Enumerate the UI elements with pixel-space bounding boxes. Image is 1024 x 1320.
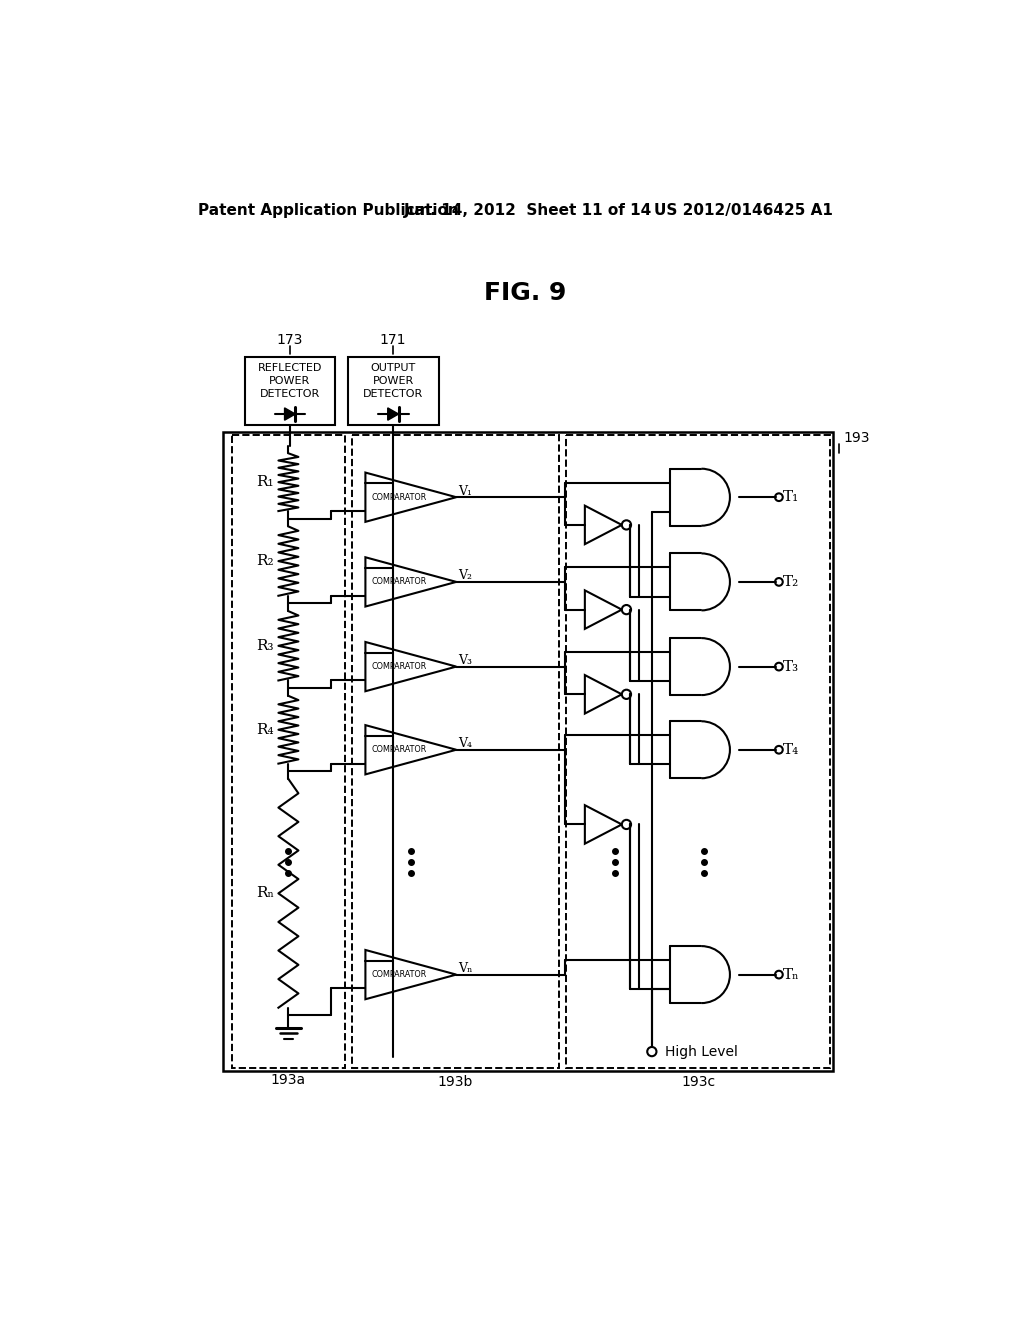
Text: OUTPUT: OUTPUT: [371, 363, 416, 372]
Bar: [245, 358, 336, 425]
Polygon shape: [585, 590, 622, 628]
Text: Jun. 14, 2012  Sheet 11 of 14: Jun. 14, 2012 Sheet 11 of 14: [403, 203, 652, 218]
Text: 171: 171: [380, 333, 407, 347]
Bar: [348, 358, 438, 425]
Text: V₃: V₃: [459, 653, 472, 667]
Text: Vₙ: Vₙ: [459, 962, 473, 975]
Text: V₂: V₂: [459, 569, 472, 582]
Bar: [566, 434, 829, 1068]
Polygon shape: [366, 950, 457, 999]
Text: Patent Application Publication: Patent Application Publication: [199, 203, 459, 218]
Text: R₃: R₃: [257, 639, 274, 653]
Text: COMPARATOR: COMPARATOR: [372, 577, 427, 586]
Text: REFLECTED: REFLECTED: [258, 363, 323, 372]
Text: POWER: POWER: [373, 376, 414, 385]
Text: POWER: POWER: [269, 376, 310, 385]
Text: 193a: 193a: [270, 1073, 306, 1088]
Text: 193c: 193c: [681, 1076, 715, 1089]
Text: US 2012/0146425 A1: US 2012/0146425 A1: [654, 203, 834, 218]
Text: COMPARATOR: COMPARATOR: [372, 746, 427, 754]
Bar: [232, 434, 345, 1068]
Text: V₄: V₄: [459, 737, 472, 750]
Text: DETECTOR: DETECTOR: [362, 389, 423, 399]
Text: High Level: High Level: [666, 1044, 738, 1059]
Bar: [352, 434, 559, 1068]
Text: R₄: R₄: [256, 723, 274, 737]
Text: Tₙ: Tₙ: [783, 968, 800, 982]
Text: 193b: 193b: [438, 1076, 473, 1089]
Polygon shape: [366, 473, 457, 521]
Polygon shape: [366, 642, 457, 692]
Text: Rₙ: Rₙ: [256, 886, 274, 900]
Polygon shape: [388, 408, 398, 420]
Text: COMPARATOR: COMPARATOR: [372, 492, 427, 502]
Text: 173: 173: [276, 333, 303, 347]
Text: T₁: T₁: [783, 490, 800, 504]
Polygon shape: [585, 506, 622, 544]
Polygon shape: [285, 408, 295, 420]
Text: COMPARATOR: COMPARATOR: [372, 970, 427, 979]
Text: T₃: T₃: [783, 660, 800, 673]
Text: DETECTOR: DETECTOR: [260, 389, 321, 399]
Bar: [223, 432, 833, 1071]
Text: T₂: T₂: [783, 576, 800, 589]
Text: R₂: R₂: [256, 554, 274, 568]
Text: 193: 193: [844, 430, 870, 445]
Text: V₁: V₁: [459, 484, 472, 498]
Text: T₄: T₄: [783, 743, 800, 756]
Polygon shape: [366, 725, 457, 775]
Polygon shape: [585, 805, 622, 843]
Polygon shape: [366, 557, 457, 607]
Polygon shape: [585, 675, 622, 714]
Text: COMPARATOR: COMPARATOR: [372, 663, 427, 671]
Text: R₁: R₁: [256, 475, 274, 490]
Text: FIG. 9: FIG. 9: [483, 281, 566, 305]
